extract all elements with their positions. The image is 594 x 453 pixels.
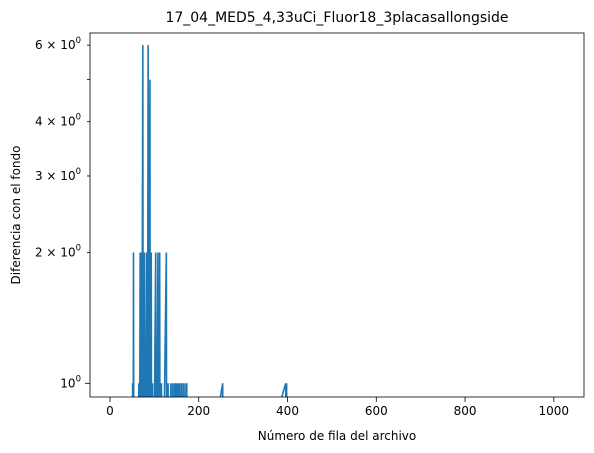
y-tick-label: 2 × 100 xyxy=(35,244,81,260)
x-tick-label: 0 xyxy=(106,404,114,418)
x-tick-label: 800 xyxy=(454,404,477,418)
y-tick-label: 3 × 100 xyxy=(35,167,81,183)
x-tick-label: 600 xyxy=(365,404,388,418)
axes-frame xyxy=(89,32,585,398)
chart-title: 17_04_MED5_4,33uCi_Fluor18_3placasallong… xyxy=(165,10,508,26)
x-tick-label: 1000 xyxy=(539,404,570,418)
y-axis-ticks: 100 2 × 100 3 × 100 4 × 100 6 × 100 xyxy=(35,36,90,390)
x-axis-ticks: 0 200 400 600 800 1000 xyxy=(106,397,569,418)
y-tick-label: 6 × 100 xyxy=(35,36,81,52)
x-tick-label: 400 xyxy=(276,404,299,418)
y-axis-label: Diferencia con el fondo xyxy=(9,146,23,285)
y-tick-label: 100 xyxy=(60,374,81,390)
x-axis-label: Número de fila del archivo xyxy=(258,429,417,443)
x-tick-label: 200 xyxy=(187,404,210,418)
y-tick-label: 4 × 100 xyxy=(35,113,81,129)
